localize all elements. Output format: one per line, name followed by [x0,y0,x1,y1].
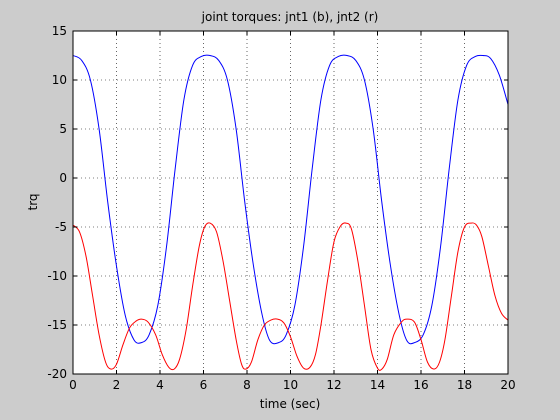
x-tick-label: 10 [283,378,298,392]
x-tick-label: 0 [69,378,77,392]
ticks: 0 2 4 6 8 10 12 14 16 18 20 -20 -15 -10 -5 0 5 10 15 [47,24,515,392]
plot-lines [72,54,509,371]
y-tick-label: -10 [47,269,67,283]
x-tick-label: 2 [113,378,121,392]
x-tick-label: 16 [413,378,428,392]
x-tick-label: 14 [370,378,385,392]
x-tick-label: 18 [457,378,472,392]
x-tick-label: 6 [200,378,208,392]
y-tick-label: 5 [59,122,67,136]
y-tick-label: 10 [52,73,67,87]
chart-title: joint torques: jnt1 (b), jnt2 (r) [201,10,379,24]
y-axis-label: trq [26,193,40,210]
x-tick-label: 4 [156,378,164,392]
plot-area [73,31,508,374]
x-tick-label: 12 [326,378,341,392]
x-tick-label: 8 [243,378,251,392]
x-tick-label: 20 [500,378,515,392]
y-tick-label: -5 [55,220,67,234]
y-tick-label: -15 [47,318,67,332]
y-tick-label: 0 [59,171,67,185]
x-axis-label: time (sec) [260,397,321,411]
y-tick-label: -20 [47,367,67,381]
y-tick-label: 15 [52,24,67,38]
series-line-1 [72,54,509,345]
grid [73,31,508,374]
series-line-2 [72,222,509,371]
